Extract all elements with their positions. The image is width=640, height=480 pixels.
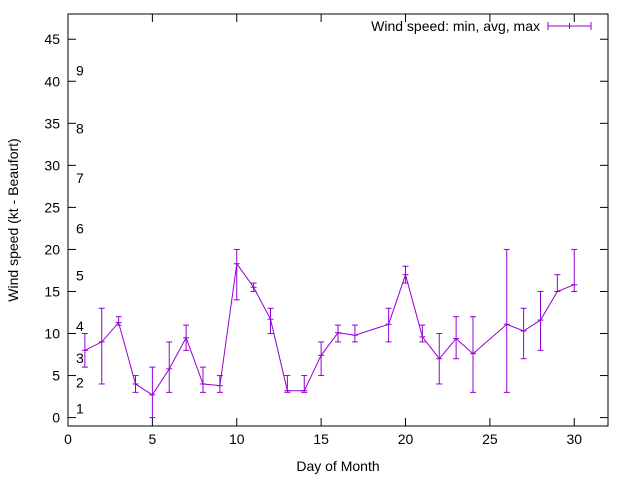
y-tick-label: 0 (52, 410, 60, 426)
beaufort-annotations: 1 2 3 4 5 6 7 8 9 (76, 62, 84, 416)
y-tick-label: 25 (44, 199, 60, 215)
beaufort-label: 2 (76, 374, 84, 390)
legend-label: Wind speed: min, avg, max (371, 18, 540, 34)
y-tick-label: 20 (44, 241, 60, 257)
beaufort-label: 4 (76, 318, 84, 334)
y-tick-label: 10 (44, 326, 60, 342)
x-tick-label: 0 (64, 431, 72, 447)
beaufort-label: 9 (76, 62, 84, 78)
wind-speed-series (81, 248, 578, 419)
y-tick-label: 15 (44, 283, 60, 299)
x-tick-label: 20 (398, 431, 414, 447)
legend: Wind speed: min, avg, max (371, 18, 592, 34)
x-tick-label: 30 (566, 431, 582, 447)
beaufort-label: 7 (76, 170, 84, 186)
beaufort-label: 5 (76, 267, 84, 283)
x-tick-label: 25 (482, 431, 498, 447)
x-axis-label: Day of Month (296, 458, 379, 474)
y-tick-label: 5 (52, 368, 60, 384)
series-line (84, 262, 575, 396)
beaufort-label: 6 (76, 220, 84, 236)
plot-frame (67, 13, 609, 427)
y-axis-label: Wind speed (kt - Beaufort) (5, 138, 21, 301)
beaufort-label: 8 (76, 120, 84, 136)
x-tick-label: 15 (313, 431, 329, 447)
y-tick-label: 45 (44, 31, 60, 47)
x-axis-ticks: 0 5 10 15 20 25 30 (64, 14, 582, 447)
y-tick-label: 35 (44, 115, 60, 131)
x-tick-label: 10 (229, 431, 245, 447)
y-tick-label: 40 (44, 73, 60, 89)
x-tick-label: 5 (148, 431, 156, 447)
beaufort-label: 3 (76, 350, 84, 366)
beaufort-label: 1 (76, 400, 84, 416)
y-tick-label: 30 (44, 157, 60, 173)
